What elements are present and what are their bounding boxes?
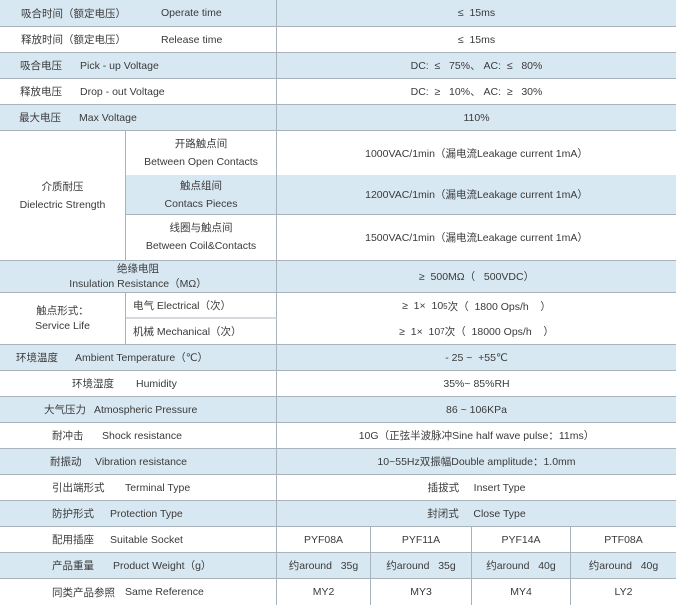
row-release-time: 释放时间（额定电压） Release time ≤ 15ms (0, 27, 676, 53)
row-protection-type: 防护形式 Protection Type 封闭式 Close Type (0, 501, 676, 527)
cell: 约around 40g (588, 560, 659, 572)
label-en: Humidity (136, 377, 177, 390)
label-en: Release time (161, 33, 223, 46)
mechanical-value: ≥ 1× 10 7 次（ 18000 Ops/h ） (399, 325, 554, 339)
label-en: Suitable Socket (110, 533, 183, 546)
label-cn: 产品重量 (52, 560, 94, 572)
value: DC: ≥ 10%、 AC: ≥ 30% (410, 86, 543, 98)
mechanical-label: 机械 Mechanical（次） (126, 319, 277, 344)
sub-label-cn: 开路触点间 (174, 138, 228, 150)
label-en: Vibration resistance (95, 455, 188, 468)
row-terminal-type: 引出端形式 Terminal Type 插拔式 Insert Type (0, 475, 676, 501)
value: ≤ 15ms (457, 33, 496, 46)
label-en: Same Reference (125, 586, 204, 598)
row-dielectric-strength: 介质耐压 Dielectric Strength 开路触点间 Between Op… (0, 131, 676, 261)
row-max-voltage: 最大电压 Max Voltage 110% (0, 105, 676, 131)
value: 10~55Hz双振幅Double amplitude：1.0mm (377, 456, 576, 468)
electrical-label: 电气 Electrical（次） (126, 293, 277, 319)
cell: 约around 40g (472, 553, 571, 578)
label-cn: 防护形式 (52, 508, 94, 520)
row-suitable-socket: 配用插座 Suitable Socket PYF08A PYF11A PYF14A… (0, 527, 676, 553)
label-cn: 吸合电压 (20, 60, 62, 72)
cell: MY3 (371, 579, 472, 605)
row-same-reference: 同类产品参照 Same Reference MY2 MY3 MY4 LY2 (0, 579, 676, 605)
label-cn: 触点形式： (36, 304, 89, 317)
cell: PYF08A (277, 527, 371, 552)
label-en: Product Weight（g） (113, 560, 212, 572)
label-en: Operate time (161, 7, 222, 19)
dielectric-open-contacts: 开路触点间 Between Open Contacts 1000VAC/1min（… (126, 131, 676, 176)
value: ≥ 500MΩ（ 500VDC） (418, 271, 535, 283)
value: 1000VAC/1min（漏电流Leakage current 1mA） (365, 147, 588, 160)
cell: PTF08A (604, 533, 643, 546)
label-en: Protection Type (110, 507, 183, 520)
value: 86 ~ 106KPa (445, 403, 507, 416)
row-operate-time: 吸合时间（额定电压） Operate time ≤ 15ms (0, 0, 676, 27)
cell: MY2 (277, 579, 371, 605)
label-cn: 释放电压 (20, 86, 62, 98)
label-cn: 大气压力 (44, 404, 86, 416)
cell: 约around 35g (277, 553, 371, 578)
value: - 25 ~ +55℃ (445, 351, 508, 364)
label-cn: 引出端形式 (52, 482, 105, 494)
value: 1500VAC/1min（漏电流Leakage current 1mA） (365, 231, 588, 244)
label-en: Ambient Temperature（℃） (75, 352, 208, 364)
label-cn: 绝缘电阻 (117, 262, 159, 275)
row-insulation-resistance: 绝缘电阻 Insulation Resistance（MΩ） ≥ 500MΩ（ 5… (0, 261, 676, 293)
row-service-life: 触点形式： Service Life 电气 Electrical（次） 机械 M… (0, 293, 676, 345)
value: ≤ 15ms (457, 7, 496, 19)
sub-label-cn: 线圈与触点间 (169, 222, 233, 234)
cell: 约around 35g (371, 553, 472, 578)
label-en: Shock resistance (102, 429, 182, 442)
value: 封闭式 Close Type (427, 508, 526, 520)
dielectric-contact-pieces: 触点组间 Contacs Pieces 1200VAC/1min（漏电流Leaka… (126, 175, 676, 215)
value: 110% (463, 111, 490, 124)
label-en: Atmospheric Pressure (94, 403, 198, 416)
label-en: Dielectric Strength (19, 198, 106, 211)
cell: MY4 (472, 579, 571, 605)
label-cn: 最大电压 (19, 112, 61, 124)
label-en: Max Voltage (79, 111, 137, 124)
sub-label-en: Between Open Contacts (144, 156, 258, 168)
label-cn: 耐振动 (50, 456, 82, 468)
label-cn: 介质耐压 (41, 180, 84, 193)
label-en: Service Life (35, 319, 90, 332)
sub-label-cn: 触点组间 (180, 179, 222, 192)
row-pickup-voltage: 吸合电压 Pick - up Voltage DC: ≤ 75%、 AC: ≤ 8… (0, 53, 676, 79)
label-en: Pick - up Voltage (80, 59, 159, 72)
sub-label-en: Between Coil&Contacts (145, 240, 257, 252)
row-humidity: 环境湿度 Humidity 35%~ 85%RH (0, 371, 676, 397)
cell: PYF11A (371, 527, 472, 552)
row-shock-resistance: 耐冲击 Shock resistance 10G（正弦半波脉冲Sine half … (0, 423, 676, 449)
label-cn: 环境湿度 (72, 378, 114, 390)
label-en: Terminal Type (125, 481, 191, 494)
row-atmospheric-pressure: 大气压力 Atmospheric Pressure 86 ~ 106KPa (0, 397, 676, 423)
cell: PYF14A (472, 527, 571, 552)
dielectric-label: 介质耐压 Dielectric Strength (0, 131, 126, 260)
label-cn: 同类产品参照 (52, 586, 115, 599)
label-cn: 环境温度 (16, 352, 58, 364)
row-product-weight: 产品重量 Product Weight（g） 约around 35g 约aroun… (0, 553, 676, 579)
sub-label-en: Contacs Pieces (164, 197, 238, 210)
cell: LY2 (614, 586, 633, 598)
value: 35%~ 85%RH (443, 377, 510, 390)
value: 10G（正弦半波脉冲Sine half wave pulse：11ms） (358, 430, 595, 442)
label-cn: 释放时间（额定电压） (21, 34, 126, 46)
row-ambient-temperature: 环境温度 Ambient Temperature（℃） - 25 ~ +55℃ (0, 345, 676, 371)
label-en: Drop - out Voltage (80, 85, 165, 98)
label-cn: 吸合时间（额定电压） (21, 7, 126, 20)
electrical-value: ≥ 1× 10 5 次（ 1800 Ops/h ） (402, 300, 551, 313)
value: DC: ≤ 75%、 AC: ≤ 80% (410, 60, 543, 72)
row-dropout-voltage: 释放电压 Drop - out Voltage DC: ≥ 10%、 AC: ≥ … (0, 79, 676, 105)
label-cn: 配用插座 (52, 534, 94, 546)
label-en: Insulation Resistance（MΩ） (69, 277, 207, 290)
value: 1200VAC/1min（漏电流Leakage current 1mA） (365, 189, 588, 201)
value: 插拔式 Insert Type (427, 482, 526, 494)
row-vibration-resistance: 耐振动 Vibration resistance 10~55Hz双振幅Double… (0, 449, 676, 475)
label-cn: 耐冲击 (52, 430, 84, 442)
dielectric-coil-contacts: 线圈与触点间 Between Coil&Contacts 1500VAC/1min… (126, 214, 676, 260)
